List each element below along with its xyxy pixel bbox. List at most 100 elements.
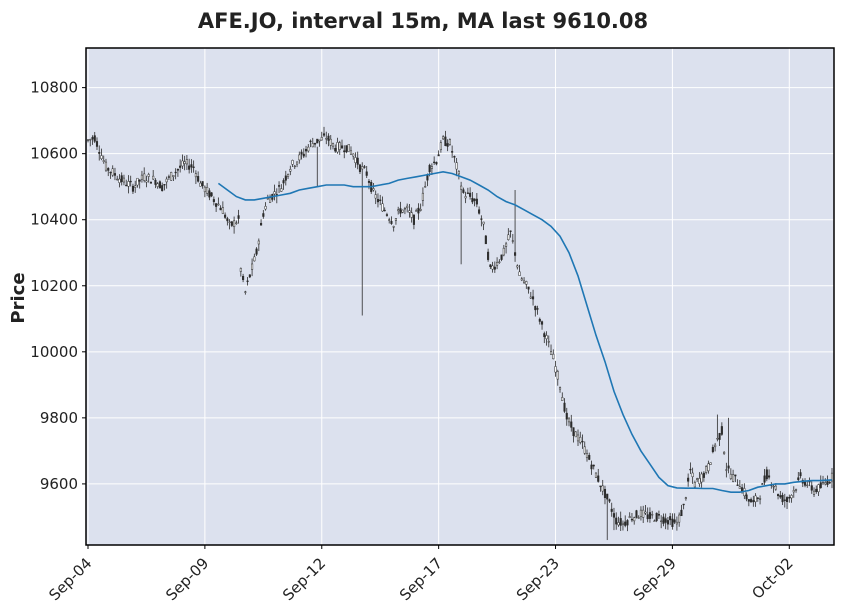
candle (86, 139, 90, 143)
candle (680, 504, 683, 517)
candle (165, 176, 168, 189)
candle (534, 305, 537, 317)
candle (244, 290, 247, 295)
candle (451, 145, 454, 158)
chart-title: AFE.JO, interval 15m, MA last 9610.08 (198, 9, 648, 33)
candle (95, 137, 99, 151)
candle (118, 174, 121, 188)
candle (698, 472, 701, 487)
candle (734, 474, 737, 483)
candle (394, 217, 397, 225)
candle (747, 498, 750, 507)
candle (327, 133, 330, 147)
candle (484, 235, 487, 245)
candle (505, 241, 508, 254)
candle (662, 513, 665, 527)
candle (280, 184, 283, 192)
candle (707, 460, 710, 474)
candle (635, 509, 638, 519)
candle (390, 216, 393, 225)
candle (648, 507, 651, 523)
candle (347, 144, 350, 152)
candle (810, 481, 813, 494)
candle (446, 139, 449, 152)
candle (372, 182, 375, 192)
candle (671, 513, 674, 530)
candle (163, 184, 166, 191)
candle (588, 452, 591, 461)
candle (237, 209, 240, 224)
candle (540, 320, 544, 330)
candle (729, 468, 732, 481)
candle (273, 184, 276, 201)
candle (460, 181, 463, 265)
candle (651, 510, 654, 519)
candle (262, 209, 265, 219)
candle (830, 467, 834, 489)
candle (792, 486, 795, 498)
candle (772, 484, 775, 493)
candle (122, 174, 126, 186)
candle (154, 178, 157, 189)
candle (221, 201, 224, 214)
candle (520, 276, 523, 282)
candle (678, 512, 681, 527)
candle (170, 171, 173, 181)
candle (255, 247, 258, 257)
candle (228, 219, 231, 230)
candle (621, 520, 625, 531)
candle (480, 215, 483, 227)
candle (514, 190, 517, 262)
moving-average-line (217, 170, 833, 493)
candle (430, 163, 433, 175)
candle (293, 164, 296, 170)
candle (624, 515, 627, 528)
candle (264, 202, 267, 211)
candle (493, 261, 496, 273)
candle (617, 516, 620, 527)
candle (664, 513, 667, 530)
candle (732, 469, 735, 483)
grid-lines (86, 48, 834, 545)
candle (284, 170, 287, 186)
y-tick-label: 10600 (30, 145, 78, 163)
candle (361, 162, 364, 316)
candle (628, 512, 631, 519)
candle (511, 233, 514, 244)
candle (646, 507, 649, 523)
candle (473, 198, 476, 207)
candle (224, 212, 227, 220)
candle (145, 175, 148, 188)
candle (457, 170, 460, 180)
candle (689, 462, 692, 474)
plot-area (86, 48, 834, 545)
candle (538, 317, 541, 325)
candle (768, 469, 771, 480)
candle (523, 277, 526, 285)
candle (129, 175, 132, 187)
candle (338, 140, 341, 155)
candle (738, 480, 741, 489)
candle (705, 465, 708, 475)
candle (424, 181, 427, 188)
candle (120, 172, 123, 186)
candle (761, 482, 764, 485)
candle (478, 206, 481, 215)
candle (217, 197, 220, 206)
candle (453, 155, 456, 163)
y-tick-label: 10800 (30, 79, 78, 97)
candle (718, 432, 721, 446)
candle (415, 208, 418, 212)
candle (720, 422, 723, 436)
candle (161, 182, 164, 192)
candle (320, 131, 323, 141)
candle (583, 441, 586, 455)
candle (397, 206, 400, 215)
candle (610, 502, 613, 517)
candle (143, 167, 146, 183)
candle (777, 493, 780, 500)
candle (619, 511, 622, 531)
candle (300, 149, 303, 160)
